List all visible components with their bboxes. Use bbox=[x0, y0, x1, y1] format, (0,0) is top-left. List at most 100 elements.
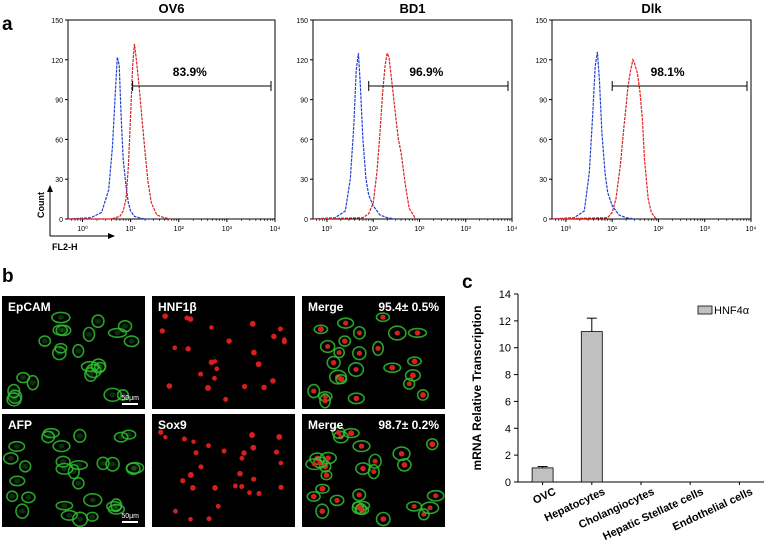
cell-nucleus-red bbox=[190, 485, 196, 491]
cell-nucleus-red bbox=[319, 508, 325, 514]
x-tick-label: 10⁰ bbox=[77, 225, 88, 233]
cell-green-fill bbox=[19, 508, 26, 514]
cell-nucleus-red bbox=[406, 381, 412, 387]
cell-green-fill bbox=[11, 396, 18, 402]
cell-green bbox=[417, 508, 430, 521]
cell-green bbox=[21, 491, 36, 504]
y-tick-label: 120 bbox=[296, 58, 308, 65]
x-tick-label: 10¹ bbox=[607, 226, 618, 233]
cell-green bbox=[307, 383, 321, 399]
cell-green bbox=[51, 346, 67, 361]
y-tick-label: 2 bbox=[505, 450, 511, 462]
y-tick-label: 10 bbox=[499, 343, 511, 355]
merge-percentage: 95.4± 0.5% bbox=[378, 300, 439, 314]
cell-nucleus-red bbox=[188, 516, 193, 522]
cell-nucleus-red bbox=[411, 504, 417, 509]
scale-bar: 50μm bbox=[121, 395, 139, 405]
cell-nucleus-red bbox=[336, 350, 342, 355]
cell-green-fill bbox=[75, 462, 82, 468]
cell-green bbox=[113, 431, 129, 443]
cell-nucleus-red bbox=[212, 485, 218, 491]
y-tick-label: 60 bbox=[300, 137, 308, 144]
arrow-head-icon bbox=[47, 185, 53, 192]
cell-nucleus-red bbox=[419, 392, 426, 398]
cell-nucleus-red bbox=[255, 361, 262, 368]
cell-green-fill bbox=[45, 434, 52, 440]
cell-green bbox=[319, 460, 332, 473]
cell-green-fill bbox=[57, 345, 64, 351]
cell-green bbox=[82, 326, 96, 342]
legend-label: HNF4α bbox=[714, 305, 750, 317]
cell-green-fill bbox=[57, 315, 64, 321]
cell-nucleus-red bbox=[232, 483, 238, 489]
cell-nucleus-red bbox=[433, 493, 439, 499]
cell-green bbox=[55, 455, 71, 468]
gate-percent: 98.1% bbox=[651, 65, 685, 79]
cell-nucleus-red bbox=[226, 338, 232, 344]
cell-green bbox=[116, 388, 130, 401]
cell-green-fill bbox=[60, 327, 67, 333]
cell-green bbox=[372, 340, 385, 357]
cell-green bbox=[96, 456, 110, 471]
cell-green bbox=[123, 335, 140, 348]
x-tick-label: 10² bbox=[653, 226, 664, 233]
histogram-series bbox=[551, 58, 657, 220]
cell-nucleus-red bbox=[239, 455, 245, 461]
cell-nucleus-red bbox=[198, 371, 204, 377]
cell-green bbox=[125, 461, 145, 474]
cell-nucleus-red bbox=[223, 396, 229, 402]
y-tick-label: 0 bbox=[505, 477, 511, 489]
x-tick-label: 10⁴ bbox=[270, 226, 281, 233]
cell-nucleus-red bbox=[162, 313, 168, 319]
y-tick-label: 150 bbox=[296, 18, 308, 25]
cell-green bbox=[335, 374, 348, 385]
cell-green-fill bbox=[20, 375, 27, 381]
cell-nucleus-red bbox=[241, 450, 247, 456]
cell-green bbox=[85, 511, 99, 522]
cell-nucleus-red bbox=[198, 464, 204, 470]
chart-title: OV6 bbox=[158, 1, 184, 16]
cell-green-fill bbox=[89, 514, 96, 520]
cell-green bbox=[103, 387, 122, 403]
cell-nucleus-red bbox=[214, 366, 220, 372]
cell-nucleus-red bbox=[375, 345, 381, 351]
cells-merge-2 bbox=[305, 426, 445, 527]
cell-green bbox=[69, 460, 89, 471]
cells-red-1 bbox=[159, 313, 287, 402]
cell-nucleus-red bbox=[278, 460, 284, 466]
cell-nucleus-red bbox=[380, 516, 387, 522]
micrograph-epcam: EpCAM 50μm bbox=[2, 296, 145, 409]
cell-green-fill bbox=[130, 466, 137, 472]
chart-title: Dlk bbox=[641, 1, 662, 16]
cells-green-1 bbox=[6, 311, 140, 407]
cell-green bbox=[416, 388, 430, 401]
cell-nucleus-red bbox=[401, 462, 408, 468]
cell-green bbox=[107, 327, 128, 338]
cell-nucleus-red bbox=[409, 372, 416, 379]
fl2h-label: FL2-H bbox=[52, 242, 78, 252]
cell-green bbox=[105, 456, 120, 472]
cell-nucleus-red bbox=[353, 395, 360, 402]
cell-green bbox=[15, 503, 30, 519]
cell-nucleus-red bbox=[411, 358, 418, 365]
y-tick-label: 0 bbox=[304, 217, 308, 224]
cell-nucleus-red bbox=[273, 449, 280, 455]
cell-green bbox=[426, 489, 445, 502]
cells-merge-1 bbox=[307, 312, 430, 409]
panel-b-letter: b bbox=[2, 266, 14, 287]
plot-frame bbox=[67, 19, 276, 220]
cell-green-fill bbox=[61, 503, 68, 509]
cell-nucleus-red bbox=[208, 359, 215, 366]
bar bbox=[580, 331, 603, 483]
legend-swatch bbox=[697, 305, 713, 315]
y-tick-label: 150 bbox=[51, 18, 63, 25]
plot-frame bbox=[312, 19, 513, 220]
cell-green-fill bbox=[25, 494, 32, 500]
cell-nucleus-red bbox=[209, 325, 214, 330]
cell-green bbox=[315, 483, 330, 494]
cell-green bbox=[9, 475, 26, 487]
cell-green bbox=[67, 464, 80, 480]
cell-green-fill bbox=[57, 327, 64, 333]
cell-green bbox=[387, 325, 407, 341]
cell-green bbox=[55, 500, 74, 511]
